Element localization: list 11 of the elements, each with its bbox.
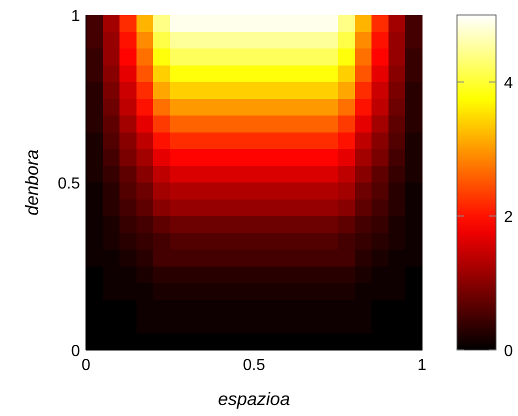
y-axis-title: denbora [22, 149, 42, 216]
y-tick-label: 0.5 [58, 176, 80, 192]
x-tick-label: 0 [82, 357, 91, 374]
color-bar-label: 0 [504, 343, 513, 360]
color-bar-label: 4 [504, 75, 513, 92]
x-tick-label: 1 [418, 357, 427, 374]
y-tick-label: 1 [71, 8, 80, 25]
color-bar-label: 2 [504, 209, 513, 226]
x-tick-label: 0.5 [242, 357, 266, 374]
y-tick-label: 0 [71, 343, 80, 360]
x-axis-title: espazioa [218, 389, 290, 409]
